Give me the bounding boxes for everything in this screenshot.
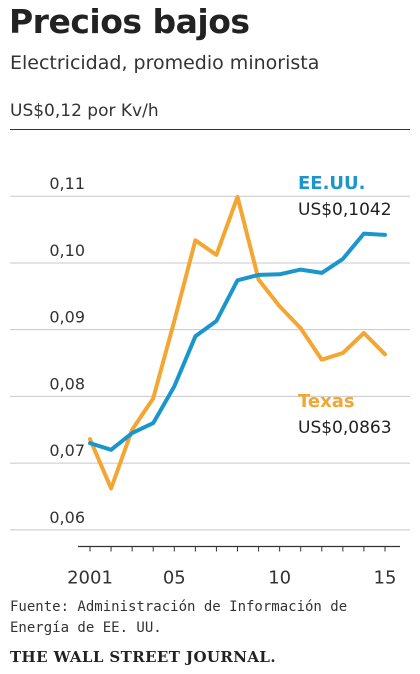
y-tick-label: 0,08 [49, 374, 85, 393]
series-name-label-us: EE.UU. [298, 173, 366, 194]
y-axis-unit-label: US$0,12 por Kv/h [10, 101, 159, 121]
series-value-label-texas: US$0,0863 [298, 418, 392, 438]
x-tick-label: 2001 [67, 568, 113, 589]
y-tick-label: 0,10 [49, 241, 85, 260]
y-tick-label: 0,07 [49, 441, 85, 460]
series-value-label-us: US$0,1042 [298, 200, 392, 220]
series-line-texas [88, 194, 387, 491]
x-tick-label: 15 [374, 568, 397, 589]
chart-title: Precios bajos [9, 2, 250, 41]
series-name-label-texas: Texas [298, 391, 355, 412]
source-note: Fuente: Administración de Información de… [10, 599, 348, 636]
x-tick-label: 10 [268, 568, 291, 589]
y-tick-label: 0,06 [49, 508, 85, 527]
publisher-logo: THE WALL STREET JOURNAL. [10, 648, 276, 666]
chart-subtitle: Electricidad, promedio minorista [10, 52, 320, 74]
y-tick-label: 0,11 [49, 174, 85, 193]
y-tick-label: 0,09 [49, 308, 85, 327]
x-tick-label: 05 [163, 568, 186, 589]
series-line-us [88, 231, 387, 452]
line-chart: 0,06 0,07 0,08 0,09 0,10 0,11 2001 05 10 15 EE.UU.… [10, 129, 410, 589]
